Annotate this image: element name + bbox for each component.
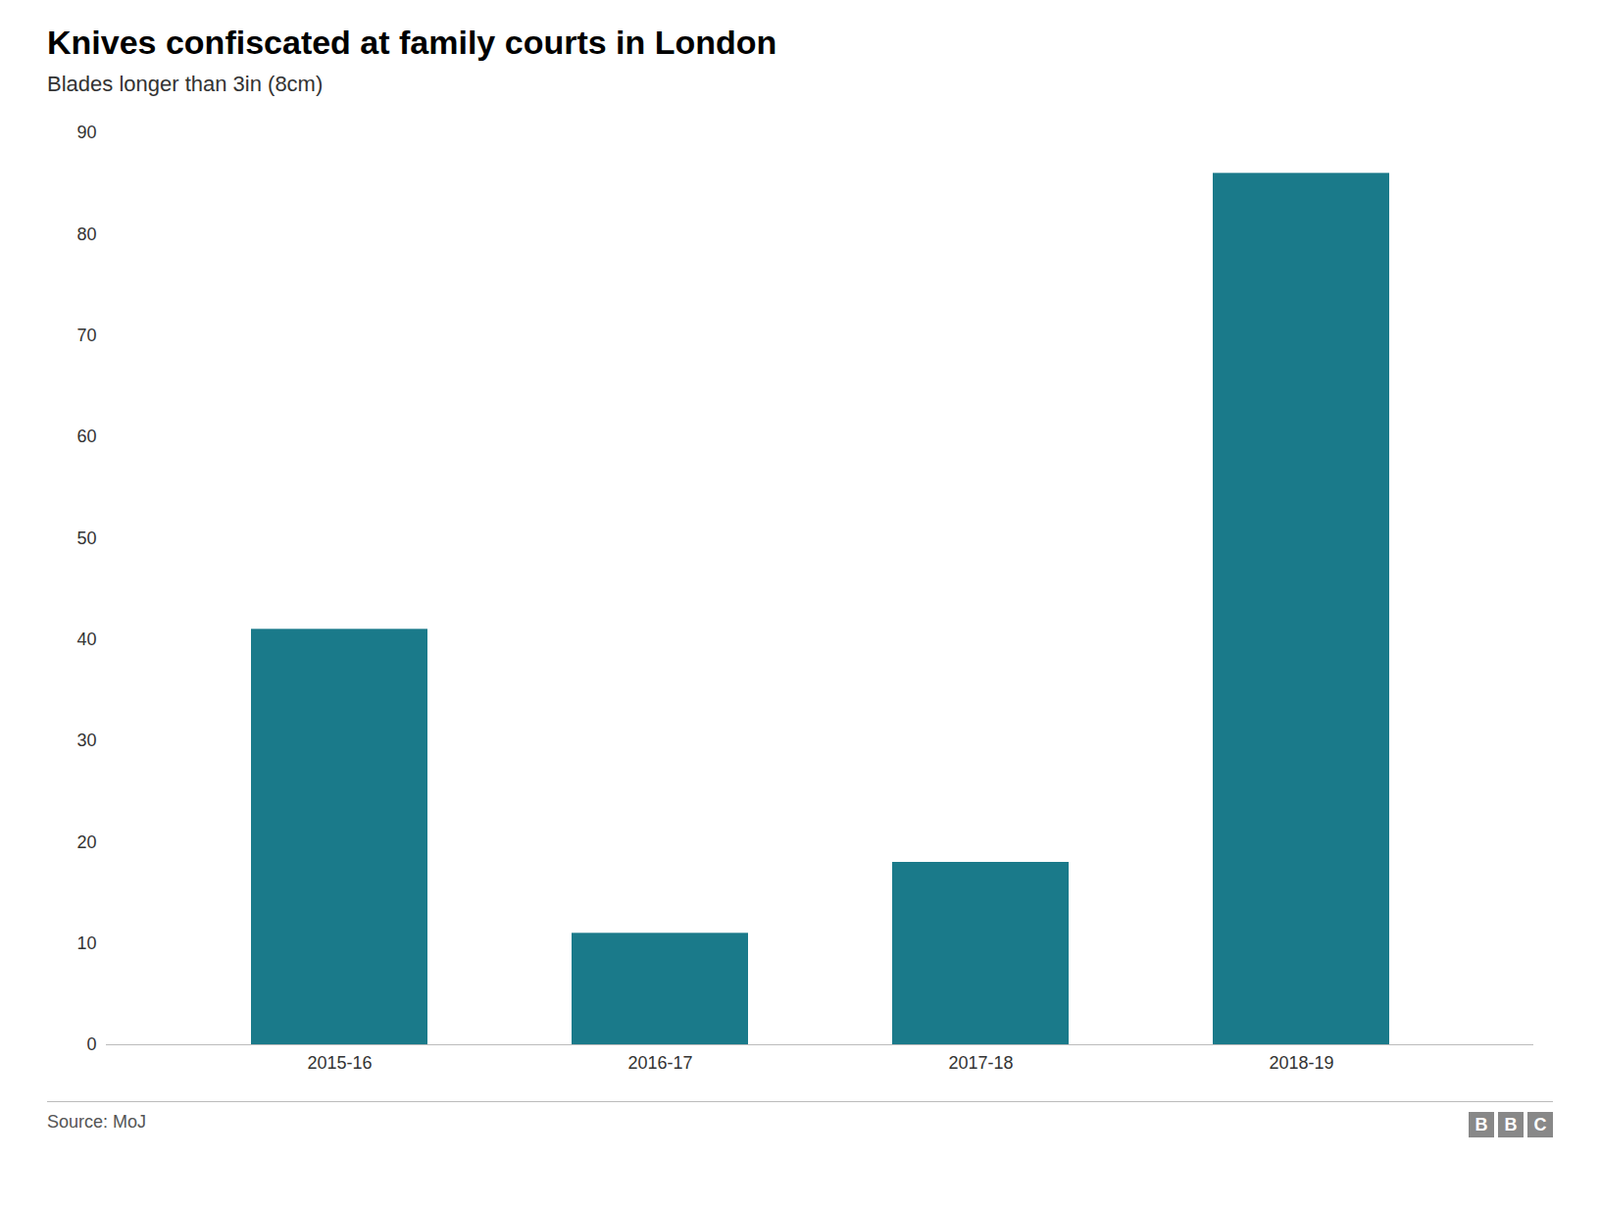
svg-text:2015-16: 2015-16 [306,1052,372,1073]
svg-text:50: 50 [76,528,97,549]
html-text:C: C [1533,1114,1547,1135]
svg-text:10: 10 [76,933,97,953]
svg-text:80: 80 [76,224,97,245]
html-text:Blades longer than 3in (8cm): Blades longer than 3in (8cm) [47,71,323,97]
html-text:Source: MoJ: Source: MoJ [47,1111,147,1132]
svg-text:70: 70 [76,325,97,346]
svg-text:2018-19: 2018-19 [1268,1052,1334,1073]
svg-text:30: 30 [76,730,97,750]
svg-text:20: 20 [76,832,97,852]
html-text:B: B [1504,1114,1518,1135]
html-text:Knives confiscated at family c: Knives confiscated at family courts in L… [47,23,777,61]
svg-text:90: 90 [76,122,97,143]
html-text:B: B [1475,1114,1488,1135]
svg-text:0: 0 [86,1034,97,1054]
svg-text:2016-17: 2016-17 [627,1052,693,1073]
svg-text:2017-18: 2017-18 [948,1052,1013,1073]
svg-text:60: 60 [76,426,97,447]
svg-text:40: 40 [76,629,97,650]
